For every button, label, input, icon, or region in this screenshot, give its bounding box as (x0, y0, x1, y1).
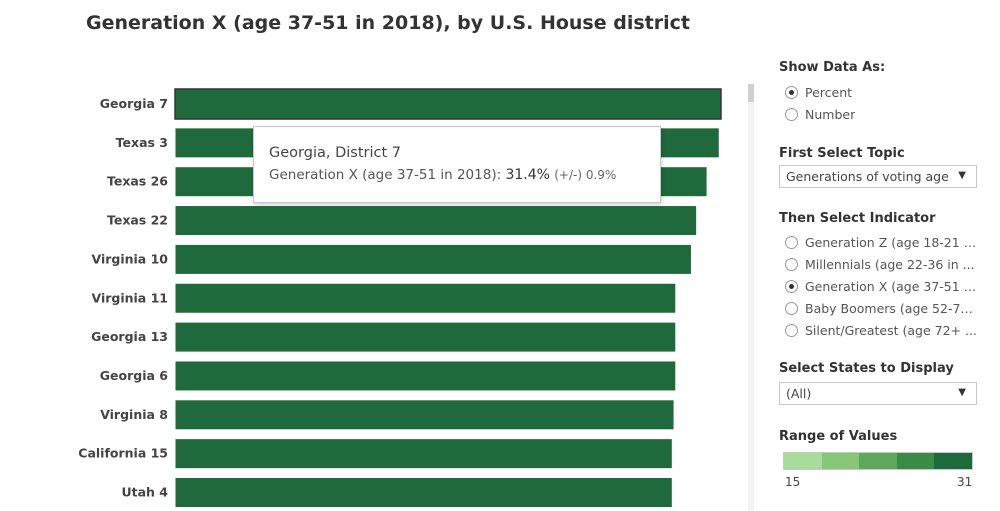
category-label: Texas 26 (107, 174, 168, 189)
show-as-option[interactable]: Number (785, 105, 855, 123)
radio-icon[interactable] (785, 85, 798, 99)
bar[interactable] (174, 321, 677, 353)
topic-dropdown[interactable]: Generations of voting age ▼ (779, 165, 977, 188)
radio-label: Baby Boomers (age 52-71... (805, 300, 977, 316)
topic-dropdown-value: Generations of voting age (786, 169, 949, 184)
radio-icon[interactable] (785, 257, 798, 271)
radio-label: Generation X (age 37-51 i... (805, 278, 977, 294)
radio-label: Silent/Greatest (age 72+ ... (805, 322, 977, 338)
scrollbar-thumb[interactable] (748, 84, 754, 102)
bar[interactable] (174, 282, 677, 314)
bar-chart: Georgia 7 Texas 3 Texas 26 Texas 22 Virginia… (78, 88, 722, 508)
category-label: Texas 22 (107, 213, 168, 228)
legend-swatch (896, 453, 935, 469)
show-as-option[interactable]: Percent (785, 83, 852, 101)
bar[interactable] (174, 399, 675, 431)
bar[interactable] (174, 88, 722, 120)
legend-swatch (934, 453, 972, 469)
tooltip: Georgia, District 7 Generation X (age 37… (253, 126, 661, 203)
bar[interactable] (174, 205, 698, 237)
radio-label: Percent (805, 84, 853, 100)
range-heading: Range of Values (779, 429, 898, 444)
bar[interactable] (174, 477, 673, 508)
radio-label: Number (805, 106, 856, 122)
radio-icon[interactable] (785, 279, 798, 293)
radio-icon[interactable] (785, 235, 798, 249)
bar[interactable] (174, 438, 673, 470)
category-label: Virginia 8 (100, 407, 168, 422)
legend-swatch (784, 453, 822, 469)
color-legend (783, 452, 973, 470)
radio-icon[interactable] (785, 107, 798, 121)
legend-max-label: 31 (957, 475, 973, 489)
category-label: Texas 3 (116, 135, 168, 150)
category-label: Utah 4 (121, 485, 168, 500)
states-heading: Select States to Display (779, 361, 954, 376)
indicator-option[interactable]: Millennials (age 22-36 in ... (785, 255, 975, 273)
category-label: Georgia 7 (100, 96, 168, 111)
tooltip-moe: (+/-) 0.9% (554, 168, 617, 182)
dropdown-arrow-icon: ▼ (958, 170, 966, 181)
bar[interactable] (174, 243, 692, 275)
bar[interactable] (174, 360, 677, 392)
radio-icon[interactable] (785, 323, 798, 337)
tooltip-line: Generation X (age 37-51 in 2018): 31.4% … (269, 167, 660, 183)
tooltip-value: 31.4% (505, 167, 550, 183)
states-dropdown-value: (All) (786, 386, 812, 401)
tooltip-title: Georgia, District 7 (269, 145, 401, 161)
indicator-option[interactable]: Baby Boomers (age 52-71... (785, 299, 977, 317)
category-label: California 15 (78, 446, 168, 461)
legend-swatch (821, 453, 860, 469)
dropdown-arrow-icon: ▼ (958, 387, 966, 398)
show-data-as-heading: Show Data As: (779, 60, 886, 75)
states-dropdown[interactable]: (All) ▼ (779, 382, 977, 405)
radio-icon[interactable] (785, 301, 798, 315)
indicator-option[interactable]: Silent/Greatest (age 72+ ... (785, 321, 977, 339)
legend-min-label: 15 (785, 475, 801, 489)
indicator-option[interactable]: Generation Z (age 18-21 i... (785, 233, 977, 251)
indicator-option[interactable]: Generation X (age 37-51 i... (785, 277, 977, 295)
radio-label: Millennials (age 22-36 in ... (805, 256, 975, 272)
category-label: Georgia 13 (91, 329, 168, 344)
category-label: Georgia 6 (100, 368, 169, 383)
indicator-heading: Then Select Indicator (779, 211, 936, 226)
tooltip-label: Generation X (age 37-51 in 2018): (269, 167, 506, 183)
chart-title: Generation X (age 37-51 in 2018), by U.S… (86, 12, 690, 34)
radio-label: Generation Z (age 18-21 i... (805, 234, 977, 250)
scrollbar-track[interactable] (748, 84, 754, 511)
category-label: Virginia 10 (91, 251, 168, 266)
legend-swatch (859, 453, 897, 469)
category-label: Virginia 11 (91, 290, 168, 305)
topic-heading: First Select Topic (779, 146, 905, 161)
